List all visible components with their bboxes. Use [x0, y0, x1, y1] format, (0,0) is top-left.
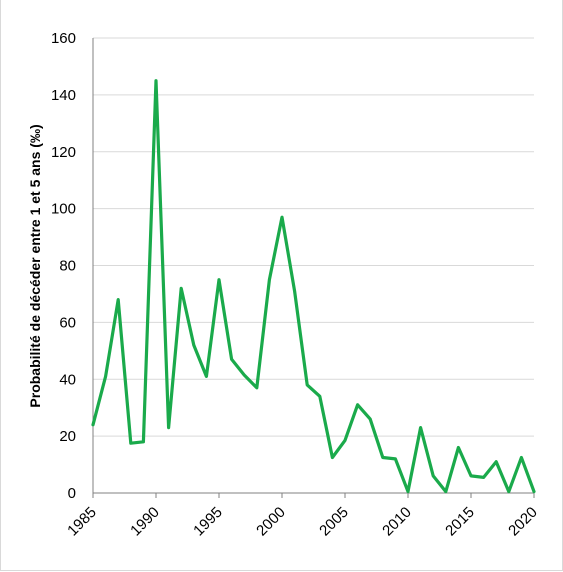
x-tick-label: 2010	[379, 504, 415, 540]
x-tick-label: 1985	[64, 504, 100, 540]
y-tick-label: 40	[59, 371, 76, 388]
x-tick-label: 1995	[190, 504, 226, 540]
x-tick-label: 2015	[442, 504, 478, 540]
y-tick-label: 20	[59, 428, 76, 445]
y-tick-label: 60	[59, 314, 76, 331]
y-tick-labels: 0 20 40 60 80 100 120 140 160	[51, 30, 76, 502]
y-axis-label: Probabilité de décéder entre 1 et 5 ans …	[27, 124, 43, 407]
x-tick-label: 1990	[127, 504, 163, 540]
y-tick-label: 140	[51, 87, 76, 104]
y-tick-label: 160	[51, 30, 76, 47]
y-tick-label: 0	[68, 485, 76, 502]
y-tick-label: 100	[51, 201, 76, 218]
x-tick-label: 2005	[316, 504, 352, 540]
x-tick-label: 2000	[253, 504, 289, 540]
gridlines	[93, 37, 534, 437]
axes	[92, 38, 535, 498]
y-tick-label: 80	[59, 258, 76, 275]
series-group	[91, 79, 536, 494]
x-tick-labels: 1985 1990 1995 2000 2005 2010 2015 2020	[64, 504, 541, 540]
y-tick-label: 120	[51, 144, 76, 161]
series-line	[91, 79, 536, 494]
x-tick-label: 2020	[505, 504, 541, 540]
